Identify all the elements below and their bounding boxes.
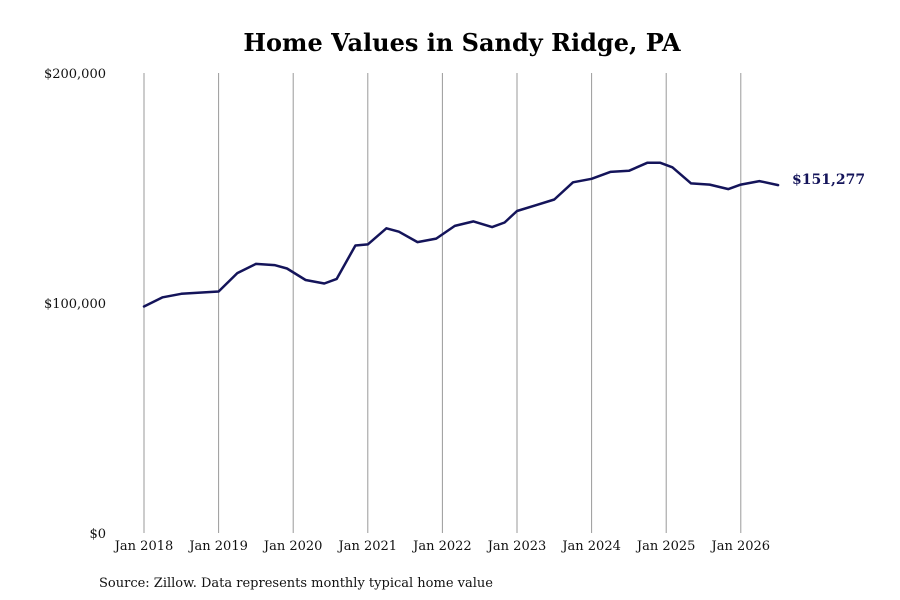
x-tick-label: Jan 2019 (187, 539, 248, 554)
source-note: Source: Zillow. Data represents monthly … (99, 576, 493, 591)
y-tick-label: $100,000 (44, 297, 106, 312)
x-tick-label: Jan 2020 (262, 539, 323, 554)
x-tick-label: Jan 2026 (710, 539, 771, 554)
x-tick-label: Jan 2023 (486, 539, 547, 554)
x-tick-label: Jan 2021 (337, 539, 398, 554)
y-tick-label: $0 (89, 527, 106, 542)
chart-title: Home Values in Sandy Ridge, PA (243, 28, 681, 57)
y-axis-ticks: $0 $100,000 $200,000 (44, 67, 106, 542)
x-axis-ticks: Jan 2018 Jan 2019 Jan 2020 Jan 2021 Jan 2022… (113, 539, 770, 554)
x-tick-label: Jan 2024 (560, 539, 621, 554)
x-tick-label: Jan 2025 (635, 539, 696, 554)
latest-value-label: $151,277 (792, 172, 865, 188)
home-value-series-line (142, 161, 780, 308)
x-tick-label: Jan 2018 (113, 539, 174, 554)
y-tick-label: $200,000 (44, 67, 106, 82)
vertical-gridlines (143, 73, 742, 533)
x-tick-label: Jan 2022 (411, 539, 472, 554)
